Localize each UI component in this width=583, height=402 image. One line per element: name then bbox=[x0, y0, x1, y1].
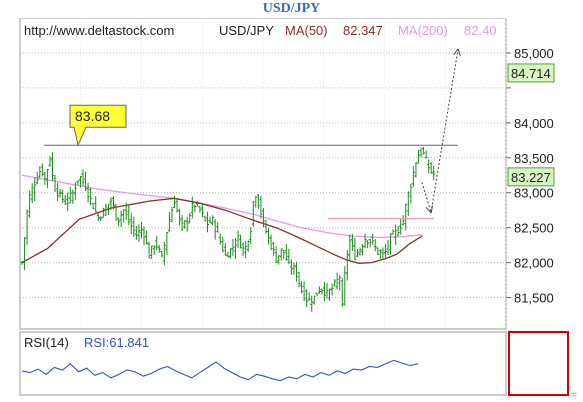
header-symbol: USD/JPY bbox=[219, 23, 274, 38]
ma200-series bbox=[21, 174, 423, 239]
y-tick-label: 83,000 bbox=[514, 186, 554, 201]
y-axis: 85,000 84,000 83,500 83,000 82,500 82,000 81,5… bbox=[506, 46, 555, 306]
rsi-pane bbox=[19, 331, 507, 396]
price-chart: 85,000 84,000 83,500 83,000 82,500 82,000 81,5… bbox=[19, 18, 577, 401]
y-tick-label: 83,500 bbox=[514, 151, 554, 166]
callout-box bbox=[69, 104, 127, 147]
y-tick-label: 85,000 bbox=[514, 46, 554, 61]
price-label-box bbox=[507, 167, 555, 187]
price-bars bbox=[20, 146, 436, 312]
page-title: USD/JPY bbox=[262, 1, 321, 16]
red-box bbox=[508, 331, 569, 396]
header-ma50-label: MA(50) bbox=[285, 23, 328, 38]
price-label: 84.714 bbox=[511, 66, 551, 81]
rsi-line bbox=[21, 359, 419, 382]
arrow-down bbox=[421, 182, 431, 212]
price-label-box bbox=[507, 63, 555, 83]
y-tick-label: 82,000 bbox=[514, 256, 554, 271]
y-tick-label: 84,000 bbox=[514, 116, 554, 131]
annotations: 83.68 bbox=[44, 49, 458, 220]
header-ma50-value: 82.347 bbox=[343, 23, 383, 38]
arrow-up bbox=[430, 49, 458, 213]
ma50-series bbox=[21, 197, 423, 264]
y-tick-label: 82,500 bbox=[514, 221, 554, 236]
rsi-label: RSI(14) bbox=[24, 335, 69, 350]
ma200-line bbox=[21, 174, 423, 239]
header-ma200-value: 82.40 bbox=[464, 23, 497, 38]
corner-mark: = bbox=[571, 390, 577, 401]
y-tick-label: 81,500 bbox=[514, 291, 554, 306]
main-pane bbox=[19, 18, 507, 330]
price-label: 83.227 bbox=[511, 170, 551, 185]
callout-label: 83.68 bbox=[75, 108, 110, 124]
ma50-line bbox=[21, 197, 423, 264]
header-ma200-label: MA(200) bbox=[398, 23, 448, 38]
header-url: http://www.deltastock.com bbox=[24, 23, 174, 38]
rsi-value-label: RSI:61.841 bbox=[84, 335, 149, 350]
